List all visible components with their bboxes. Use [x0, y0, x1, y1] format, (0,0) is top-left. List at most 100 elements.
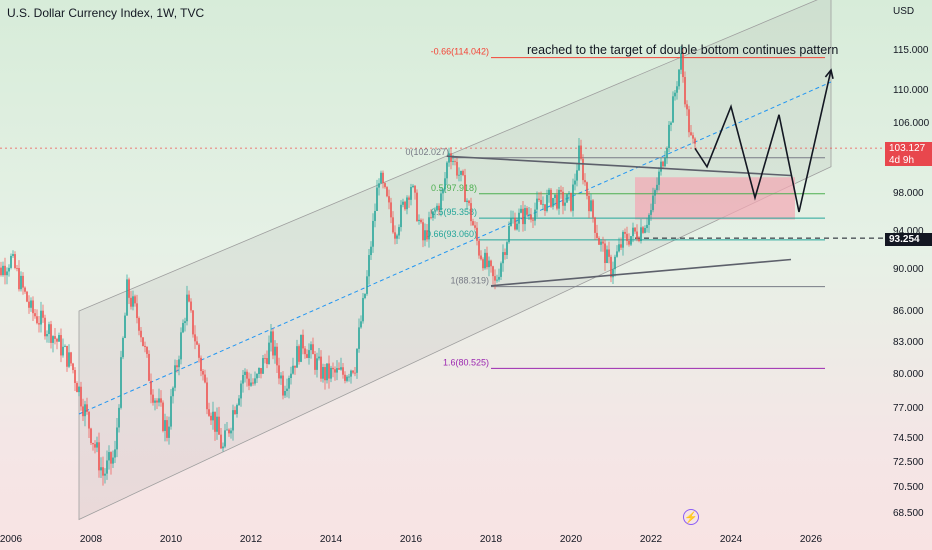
candle-body	[208, 409, 210, 416]
candle-body	[46, 334, 48, 337]
candle-body	[266, 358, 268, 365]
candle-body	[486, 252, 488, 268]
candle-body	[448, 153, 450, 163]
candle-body	[332, 367, 334, 370]
candle-body	[658, 171, 660, 185]
candle-body	[506, 242, 508, 255]
candle-body	[588, 195, 590, 212]
candle-body	[528, 214, 530, 216]
fib-label-0: -0.66(114.042)	[431, 47, 489, 57]
last-price-tag: 103.127 4d 9h	[885, 142, 932, 166]
candle-body	[514, 217, 516, 230]
candle-body	[536, 198, 538, 210]
candle-body	[200, 357, 202, 372]
candle-body	[520, 208, 522, 213]
candle-body	[144, 345, 146, 347]
candle-body	[502, 252, 504, 264]
x-tick-label: 2008	[80, 534, 103, 545]
y-tick-label: 115.000	[893, 45, 929, 56]
candle-body	[330, 367, 332, 379]
candle-body	[188, 294, 190, 302]
candle-body	[446, 162, 448, 179]
candle-body	[254, 378, 256, 384]
candle-body	[122, 337, 124, 358]
candle-body	[488, 260, 490, 268]
candle-body	[282, 375, 284, 396]
candle-body	[456, 161, 458, 176]
candle-body	[390, 202, 392, 218]
candle-body	[498, 276, 500, 280]
candle-body	[272, 331, 274, 356]
lightning-icon[interactable]: ⚡	[683, 509, 699, 525]
candle-body	[268, 342, 270, 365]
candle-body	[552, 198, 554, 207]
candle-body	[148, 353, 150, 381]
candle-body	[154, 400, 156, 403]
candle-body	[158, 398, 160, 403]
candle-body	[76, 382, 78, 393]
fib-label-1: 0(102.027)	[405, 147, 449, 157]
candle-body	[492, 266, 494, 277]
candle-body	[464, 175, 466, 202]
candle-body	[60, 335, 62, 356]
candle-body	[408, 197, 410, 200]
candle-body	[574, 180, 576, 185]
candle-body	[508, 225, 510, 243]
candle-body	[86, 404, 88, 412]
candle-body	[174, 365, 176, 388]
candle-body	[348, 376, 350, 378]
candle-body	[146, 346, 148, 354]
candle-body	[214, 411, 216, 432]
candle-body	[646, 224, 648, 228]
candle-body	[212, 411, 214, 421]
candle-body	[6, 271, 8, 276]
candle-body	[10, 255, 12, 268]
candle-body	[548, 189, 550, 195]
candle-body	[388, 196, 390, 203]
candle-body	[100, 467, 102, 471]
candle-body	[230, 430, 232, 434]
x-tick-label: 2018	[480, 534, 503, 545]
candle-body	[598, 237, 600, 245]
candle-body	[160, 398, 162, 403]
bar-countdown: 4d 9h	[889, 155, 915, 166]
candle-body	[522, 208, 524, 225]
candle-body	[40, 310, 42, 325]
candle-body	[250, 382, 252, 386]
x-tick-label: 2012	[240, 534, 263, 545]
candle-body	[92, 443, 94, 445]
target-zone	[635, 177, 795, 220]
fib-label-2: 0.5(97.918)	[431, 183, 477, 193]
x-tick-label: 2010	[160, 534, 183, 545]
candle-body	[328, 363, 330, 379]
candle-body	[518, 212, 520, 224]
fib-label-5: 1(88.319)	[450, 276, 489, 286]
trendline-resistance	[446, 155, 792, 177]
candle-body	[422, 222, 424, 241]
candle-body	[138, 318, 140, 331]
candle-body	[534, 209, 536, 221]
candle-body	[564, 202, 566, 206]
candle-body	[416, 192, 418, 222]
candle-body	[654, 190, 656, 196]
candle-body	[118, 407, 120, 428]
candle-body	[482, 259, 484, 269]
candle-body	[644, 227, 646, 233]
candle-body	[292, 365, 294, 374]
candle-body	[2, 265, 4, 276]
candle-body	[210, 415, 212, 421]
candle-body	[414, 185, 416, 193]
candle-body	[656, 184, 658, 191]
candle-body	[478, 240, 480, 256]
candle-body	[236, 404, 238, 415]
candle-body	[176, 365, 178, 368]
candle-body	[554, 194, 556, 199]
candle-body	[120, 357, 122, 408]
candle-body	[396, 235, 398, 239]
candle-body	[316, 358, 318, 370]
candle-body	[302, 334, 304, 349]
candle-body	[324, 367, 326, 381]
candle-body	[130, 297, 132, 307]
